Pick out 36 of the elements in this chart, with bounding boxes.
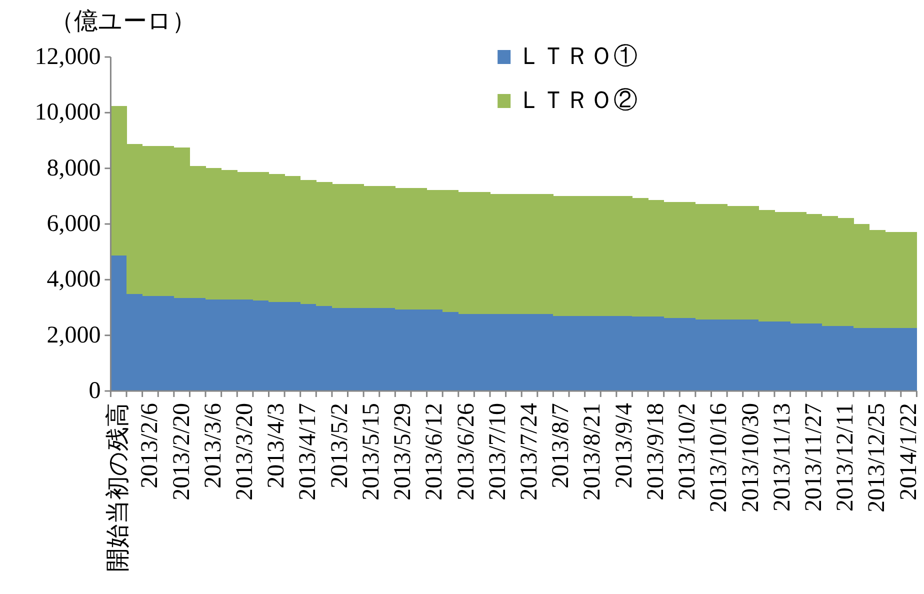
x-tick-label: 2013/10/30 xyxy=(738,403,764,512)
x-tick-label: 2013/10/16 xyxy=(706,403,732,512)
y-tick-label: 6,000 xyxy=(46,211,101,237)
x-tick-label: 2013/5/15 xyxy=(358,403,384,500)
x-tick-label: 2013/10/2 xyxy=(674,403,701,500)
x-tick-label: 2013/6/26 xyxy=(453,403,480,500)
x-tick-label: 2013/7/10 xyxy=(484,403,511,500)
x-tick-label: 2013/3/6 xyxy=(200,403,226,488)
y-tick-label: 4,000 xyxy=(46,266,101,293)
x-tick-label: 2013/2/20 xyxy=(168,403,195,500)
y-axis-title: （億ユーロ） xyxy=(50,8,196,35)
x-tick-label: 2013/3/20 xyxy=(232,403,258,500)
legend-label: ＬＴＲＯ① xyxy=(518,44,638,70)
x-tick-label: 2014/1/22 xyxy=(896,403,922,500)
x-tick-label: 2013/2/6 xyxy=(137,403,164,488)
y-tick-label: 0 xyxy=(88,378,101,404)
x-tick-label: 2013/12/25 xyxy=(864,403,890,512)
y-tick-label: 2,000 xyxy=(46,322,101,348)
x-tick-label: 2013/8/21 xyxy=(580,403,606,500)
y-tick-label: 12,000 xyxy=(34,44,101,70)
y-tick-label: 8,000 xyxy=(46,155,101,182)
x-tick-label: 2013/9/18 xyxy=(642,403,669,500)
x-tick-label: 2013/4/17 xyxy=(295,403,322,500)
x-tick-label: 2013/12/11 xyxy=(832,403,859,512)
x-tick-label: 2013/5/29 xyxy=(390,403,416,500)
x-tick-label: 2013/5/2 xyxy=(326,403,353,488)
x-tick-label: 2013/11/27 xyxy=(800,403,827,512)
x-tick-label: 2013/7/24 xyxy=(516,403,543,500)
x-tick-label: 2013/4/3 xyxy=(264,403,290,488)
x-tick-label: 2013/9/4 xyxy=(611,403,638,488)
x-tick-label: 2013/11/13 xyxy=(769,403,796,512)
y-tick-label: 10,000 xyxy=(34,100,101,126)
x-tick-label: 2013/6/12 xyxy=(422,403,448,500)
x-tick-label: 開始当初の残高 xyxy=(104,403,132,572)
x-tick-label: 2013/8/7 xyxy=(548,403,574,488)
legend-label: ＬＴＲＯ② xyxy=(518,88,638,114)
